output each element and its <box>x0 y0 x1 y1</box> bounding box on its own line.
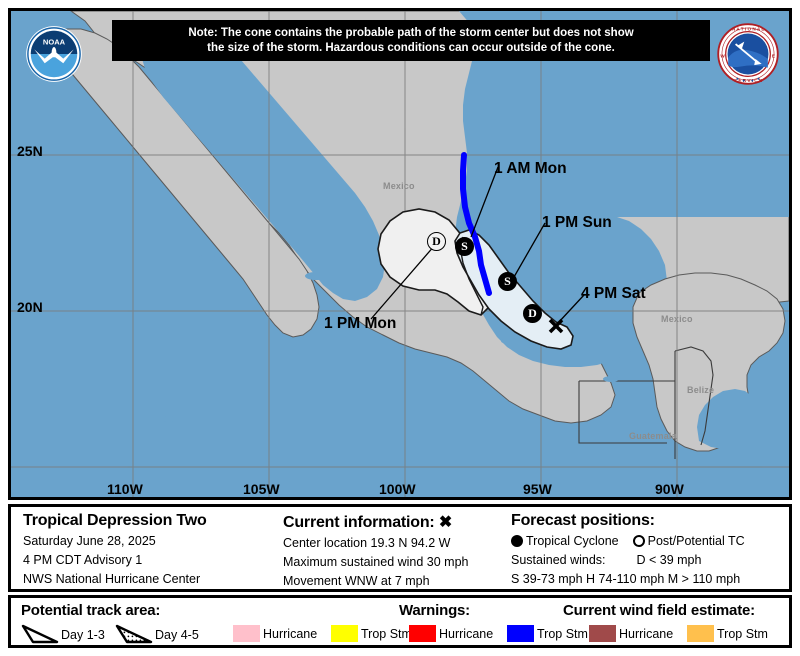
tropical-storm-warning-line <box>460 152 492 296</box>
watch-hurricane-swatch <box>233 625 260 642</box>
leader-line-group <box>370 166 585 324</box>
advisory-date: Saturday June 28, 2025 <box>23 534 156 548</box>
depression-wind-range: D < 39 mph <box>636 552 702 567</box>
forecast-marker-1pm-sun-storm[interactable]: S <box>498 272 517 291</box>
leader-line-1pm-sun <box>513 222 546 278</box>
forecast-marker-depression[interactable]: D <box>523 304 542 323</box>
potential-track-area-heading: Potential track area: <box>21 602 161 619</box>
warning-tropstm-swatch <box>507 625 534 642</box>
note-line-1: Note: The cone contains the probable pat… <box>188 26 634 39</box>
storm-info-panel: Tropical Depression Two Saturday June 28… <box>8 504 792 592</box>
forecast-label-1am-mon: 1 AM Mon <box>494 160 567 177</box>
center-location: Center location 19.3 N 94.2 W <box>283 536 451 550</box>
lake-detail <box>198 255 216 261</box>
lake-detail <box>501 338 517 344</box>
tropical-cyclone-label: Tropical Cyclone <box>526 534 619 548</box>
forecast-positions-heading: Forecast positions: <box>511 512 655 529</box>
day-4-5-label: Day 4-5 <box>155 628 199 642</box>
sustained-winds-row: Sustained winds: D < 39 mph <box>511 551 789 570</box>
forecast-legend-column: Forecast positions: Tropical Cyclone Pos… <box>511 507 789 589</box>
max-sustained-wind: Maximum sustained wind 30 mph <box>283 554 469 569</box>
current-position-x-icon <box>548 318 564 334</box>
storm-name-title: Tropical Depression Two <box>23 512 207 529</box>
watch-tropstm-label: Trop Stm <box>361 627 412 641</box>
country-label-belize: Belize <box>687 385 715 395</box>
forecast-label-1pm-mon: 1 PM Mon <box>324 315 397 332</box>
post-potential-tc-label: Post/Potential TC <box>647 534 745 548</box>
leader-line-4pm-sat <box>557 294 585 324</box>
lon-label-95w: 95W <box>523 481 552 497</box>
map-geometry <box>11 11 789 497</box>
note-line-2: the size of the storm. Hazardous conditi… <box>207 42 615 54</box>
lat-label-25n: 25N <box>17 143 43 159</box>
warning-hurricane-label: Hurricane <box>439 627 494 641</box>
cone-day-1-3-icon <box>21 624 59 644</box>
svg-text:N A T I O N A L: N A T I O N A L <box>732 26 764 31</box>
issuing-office: NWS National Hurricane Center <box>23 571 201 586</box>
lake-detail <box>305 272 327 280</box>
current-information-heading: Current information: ✖ <box>283 512 511 532</box>
forecast-marker-1am-mon-storm[interactable]: S <box>455 237 474 256</box>
sustained-winds-label: Sustained winds: <box>511 552 606 567</box>
wind-tropstm-label: Trop Stm <box>717 627 768 641</box>
current-position-x-symbol: ✖ <box>438 514 453 531</box>
lon-label-90w: 90W <box>655 481 684 497</box>
forecast-label-4pm-sat: 4 PM Sat <box>581 285 646 302</box>
lake-detail <box>162 416 176 422</box>
current-information-label: Current information: <box>283 514 435 531</box>
lon-label-100w: 100W <box>379 481 416 497</box>
warning-hurricane-swatch <box>409 625 436 642</box>
movement: Movement WNW at 7 mph <box>283 573 430 588</box>
map-canvas[interactable]: 25N 20N 110W 105W 100W 95W 90W Mexico Me… <box>8 8 792 500</box>
storm-identity-column: Tropical Depression Two Saturday June 28… <box>11 507 283 589</box>
wind-hurricane-swatch <box>589 625 616 642</box>
nws-wordmark: N A T I O N A L S E R V I C E W E <box>720 26 775 82</box>
watch-hurricane-label: Hurricane <box>263 627 318 641</box>
leader-line-1am-mon <box>470 166 499 238</box>
cone-day-4-5-icon <box>115 624 153 644</box>
forecast-label-1pm-sun: 1 PM Sun <box>542 214 612 231</box>
current-info-column: Current information: ✖ Center location 1… <box>283 507 511 589</box>
lake-detail <box>603 376 619 382</box>
border-belize <box>674 346 714 446</box>
post-potential-tc-circle-icon <box>632 535 645 548</box>
day-1-3-label: Day 1-3 <box>61 628 105 642</box>
wind-hurricane-label: Hurricane <box>619 627 674 641</box>
noaa-wordmark: NOAA <box>43 38 66 47</box>
svg-text:E: E <box>772 54 775 59</box>
map-legend-panel: Potential track area: Day 1-3 Day 4-5 Hu… <box>8 595 792 648</box>
warning-tropstm-label: Trop Stm <box>537 627 588 641</box>
wind-tropstm-swatch <box>687 625 714 642</box>
svg-text:S E R V I C E: S E R V I C E <box>734 78 762 83</box>
forecast-marker-day5-depression[interactable]: D <box>427 232 446 251</box>
lon-label-105w: 105W <box>243 481 280 497</box>
lat-label-20n: 20N <box>17 299 43 315</box>
noaa-logo: NOAA <box>26 26 82 82</box>
forecast-symbol-row: Tropical Cyclone Post/Potential TC <box>511 532 789 551</box>
leader-line-1pm-mon <box>370 244 436 320</box>
advisory-time-number: 4 PM CDT Advisory 1 <box>23 552 143 567</box>
warnings-heading: Warnings: <box>399 602 470 619</box>
tropical-cyclone-dot-icon <box>511 535 523 548</box>
svg-text:W: W <box>720 54 725 59</box>
graticule-group <box>11 11 789 497</box>
wind-scale-row: S 39-73 mph H 74-110 mph M > 110 mph <box>511 571 741 586</box>
sea-of-cortez <box>141 27 385 301</box>
country-label-guatemala: Guatemala <box>629 431 677 441</box>
cone-disclaimer-note: Note: The cone contains the probable pat… <box>112 20 710 61</box>
wind-field-heading: Current wind field estimate: <box>563 602 755 619</box>
nws-logo: N A T I O N A L S E R V I C E W E <box>717 23 779 85</box>
watch-tropstm-swatch <box>331 625 358 642</box>
land-island-detail <box>697 389 757 449</box>
land-gulf-coast-detail <box>455 11 789 367</box>
country-label-mexico-south: Mexico <box>661 314 693 324</box>
lon-label-110w: 110W <box>107 481 143 497</box>
country-label-mexico-north: Mexico <box>383 181 415 191</box>
